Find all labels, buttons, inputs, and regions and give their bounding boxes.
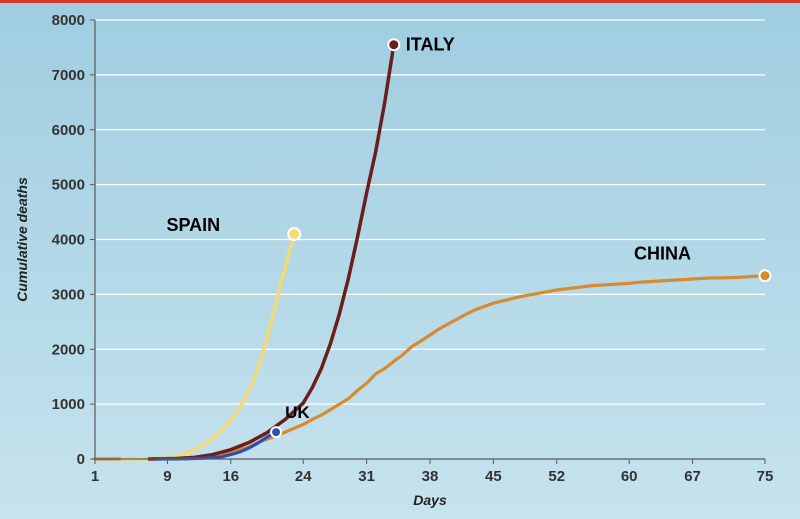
series-label-spain: SPAIN (167, 215, 221, 235)
x-tick-16: 16 (222, 468, 239, 485)
chart-container: CHINA SPAIN ITALY UK 0 1000 2000 3000 4000 5000 60… (0, 0, 800, 519)
series-marker-china (760, 270, 771, 281)
series-marker-italy (388, 39, 399, 50)
x-tick-60: 60 (621, 468, 638, 485)
y-tick-7000: 7000 (52, 67, 85, 84)
line-chart: CHINA SPAIN ITALY UK 0 1000 2000 3000 4000 5000 60… (0, 0, 800, 519)
x-tick-31: 31 (358, 468, 375, 485)
y-tick-2000: 2000 (52, 341, 85, 358)
x-tick-24: 24 (295, 468, 312, 485)
series-marker-uk (271, 427, 281, 437)
x-tick-45: 45 (485, 468, 502, 485)
series-label-china: CHINA (634, 244, 691, 264)
x-tick-9: 9 (163, 468, 171, 485)
series-marker-spain (288, 228, 300, 240)
y-tick-8000: 8000 (52, 12, 85, 29)
y-tick-0: 0 (77, 451, 85, 468)
series-label-italy: ITALY (406, 35, 455, 55)
x-axis-label: Days (413, 492, 447, 508)
x-tick-1: 1 (91, 468, 99, 485)
y-tick-5000: 5000 (52, 177, 85, 194)
y-tick-3000: 3000 (52, 286, 85, 303)
x-tick-38: 38 (422, 468, 439, 485)
series-label-uk: UK (285, 403, 310, 422)
x-tick-67: 67 (684, 468, 701, 485)
y-axis-label: Cumulative deaths (14, 177, 30, 302)
y-tick-6000: 6000 (52, 122, 85, 139)
y-tick-4000: 4000 (52, 232, 85, 249)
x-tick-75: 75 (757, 468, 774, 485)
x-tick-52: 52 (548, 468, 565, 485)
y-tick-1000: 1000 (52, 396, 85, 413)
